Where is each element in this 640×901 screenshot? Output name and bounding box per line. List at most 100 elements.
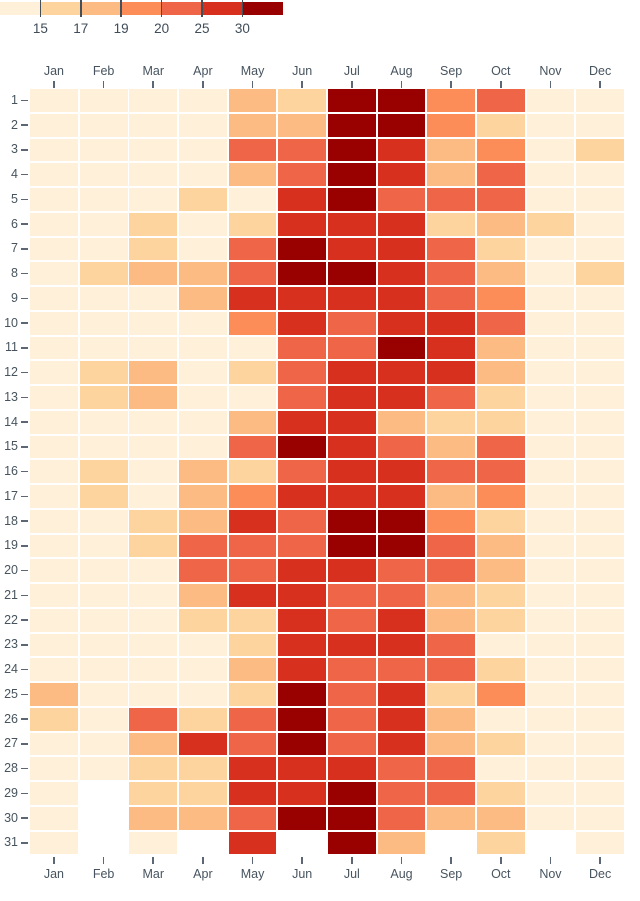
heatmap-cell — [79, 113, 128, 137]
legend-color-bar — [0, 2, 283, 15]
heatmap-cell — [476, 188, 525, 211]
day-tick — [21, 272, 28, 275]
legend-color-swatch — [121, 2, 162, 15]
month-tick-top — [301, 81, 303, 88]
heatmap-cell — [178, 757, 227, 781]
heatmap-cell — [377, 732, 426, 756]
heatmap-cell — [178, 163, 227, 187]
heatmap-cell — [526, 732, 575, 756]
month-tick-top — [599, 81, 601, 88]
heatmap-cell — [476, 336, 525, 360]
heatmap-cell — [427, 806, 476, 830]
heatmap-cell — [327, 361, 376, 385]
month-label-bottom: Aug — [390, 867, 413, 881]
heatmap-cell — [30, 757, 78, 781]
day-label: 14 — [4, 414, 18, 429]
heatmap-cell — [129, 89, 178, 112]
heatmap-cell — [178, 559, 227, 583]
heatmap-cell — [129, 707, 178, 731]
heatmap-cell — [377, 608, 426, 632]
heatmap-cell — [278, 89, 327, 112]
heatmap-cell — [278, 584, 327, 607]
heatmap-cell — [576, 460, 625, 484]
heatmap-cell — [79, 212, 128, 236]
month-label-top: Dec — [588, 64, 612, 78]
heatmap-cell — [129, 559, 178, 583]
month-tick-bottom — [102, 857, 105, 864]
heatmap-cell — [178, 782, 227, 805]
heatmap-cell — [427, 485, 476, 508]
heatmap-cell — [377, 212, 426, 236]
heatmap-cell — [278, 732, 327, 756]
heatmap-cell — [228, 658, 277, 682]
heatmap-cell — [178, 806, 227, 830]
heatmap-cell — [30, 534, 78, 558]
heatmap-cell — [30, 113, 78, 137]
heatmap-cell — [327, 163, 376, 187]
heatmap-cell — [377, 361, 426, 385]
heatmap-cell — [178, 460, 227, 484]
heatmap-cell — [576, 163, 625, 187]
month-label-bottom: Feb — [92, 867, 115, 881]
heatmap-cell — [327, 435, 376, 459]
heatmap-cell — [129, 534, 178, 558]
heatmap-cell — [476, 89, 525, 112]
month-label-bottom: Jan — [43, 867, 65, 881]
heatmap-cell — [327, 757, 376, 781]
heatmap-cell — [576, 311, 625, 335]
heatmap-cell — [30, 89, 78, 112]
month-label-bottom: Oct — [491, 867, 511, 881]
month-tick-bottom — [450, 857, 452, 864]
heatmap-cell — [278, 336, 327, 360]
heatmap-cell — [526, 163, 575, 187]
heatmap-cell — [327, 311, 376, 335]
month-tick-bottom — [549, 857, 552, 864]
heatmap-cell — [178, 138, 227, 162]
heatmap-cell — [79, 311, 128, 335]
day-tick — [21, 223, 28, 225]
heatmap-cell — [228, 212, 277, 236]
heatmap-cell — [576, 287, 625, 310]
month-tick-top — [400, 81, 403, 88]
day-label: 10 — [4, 315, 18, 330]
legend-color-swatch — [202, 2, 243, 15]
heatmap-cell — [427, 658, 476, 682]
heatmap-cell — [476, 732, 525, 756]
heatmap-cell — [79, 509, 128, 533]
legend-color-swatch — [0, 2, 41, 15]
heatmap-cell — [79, 361, 128, 385]
heatmap-cell — [476, 361, 525, 385]
heatmap-cell — [526, 138, 575, 162]
heatmap-cell — [79, 633, 128, 657]
day-tick — [21, 396, 28, 399]
heatmap-cell — [278, 311, 327, 335]
day-tick — [21, 842, 28, 844]
day-tick — [21, 99, 28, 102]
day-tick — [21, 149, 28, 151]
day-tick — [21, 767, 28, 770]
heatmap-cell — [129, 831, 178, 855]
month-tick-bottom — [53, 857, 55, 864]
heatmap-cell — [526, 534, 575, 558]
heatmap-cell — [228, 188, 277, 211]
day-tick — [21, 594, 28, 597]
heatmap-cell — [476, 831, 525, 855]
heatmap-cell — [30, 707, 78, 731]
legend-tick-label: 19 — [113, 21, 129, 36]
heatmap-cell — [526, 683, 575, 706]
heatmap-cell — [228, 485, 277, 508]
heatmap-cell — [278, 485, 327, 508]
month-label-top: Apr — [193, 64, 213, 78]
heatmap-cell — [278, 163, 327, 187]
heatmap-cell — [476, 386, 525, 409]
heatmap-cell — [178, 311, 227, 335]
heatmap-cell — [30, 633, 78, 657]
day-label: 5 — [11, 191, 18, 206]
heatmap-cell — [427, 212, 476, 236]
heatmap-cell — [178, 509, 227, 533]
day-label: 23 — [4, 637, 18, 652]
heatmap-cell — [228, 163, 277, 187]
heatmap-cell — [129, 633, 178, 657]
heatmap-cell — [327, 831, 376, 855]
heatmap-cell — [228, 386, 277, 409]
